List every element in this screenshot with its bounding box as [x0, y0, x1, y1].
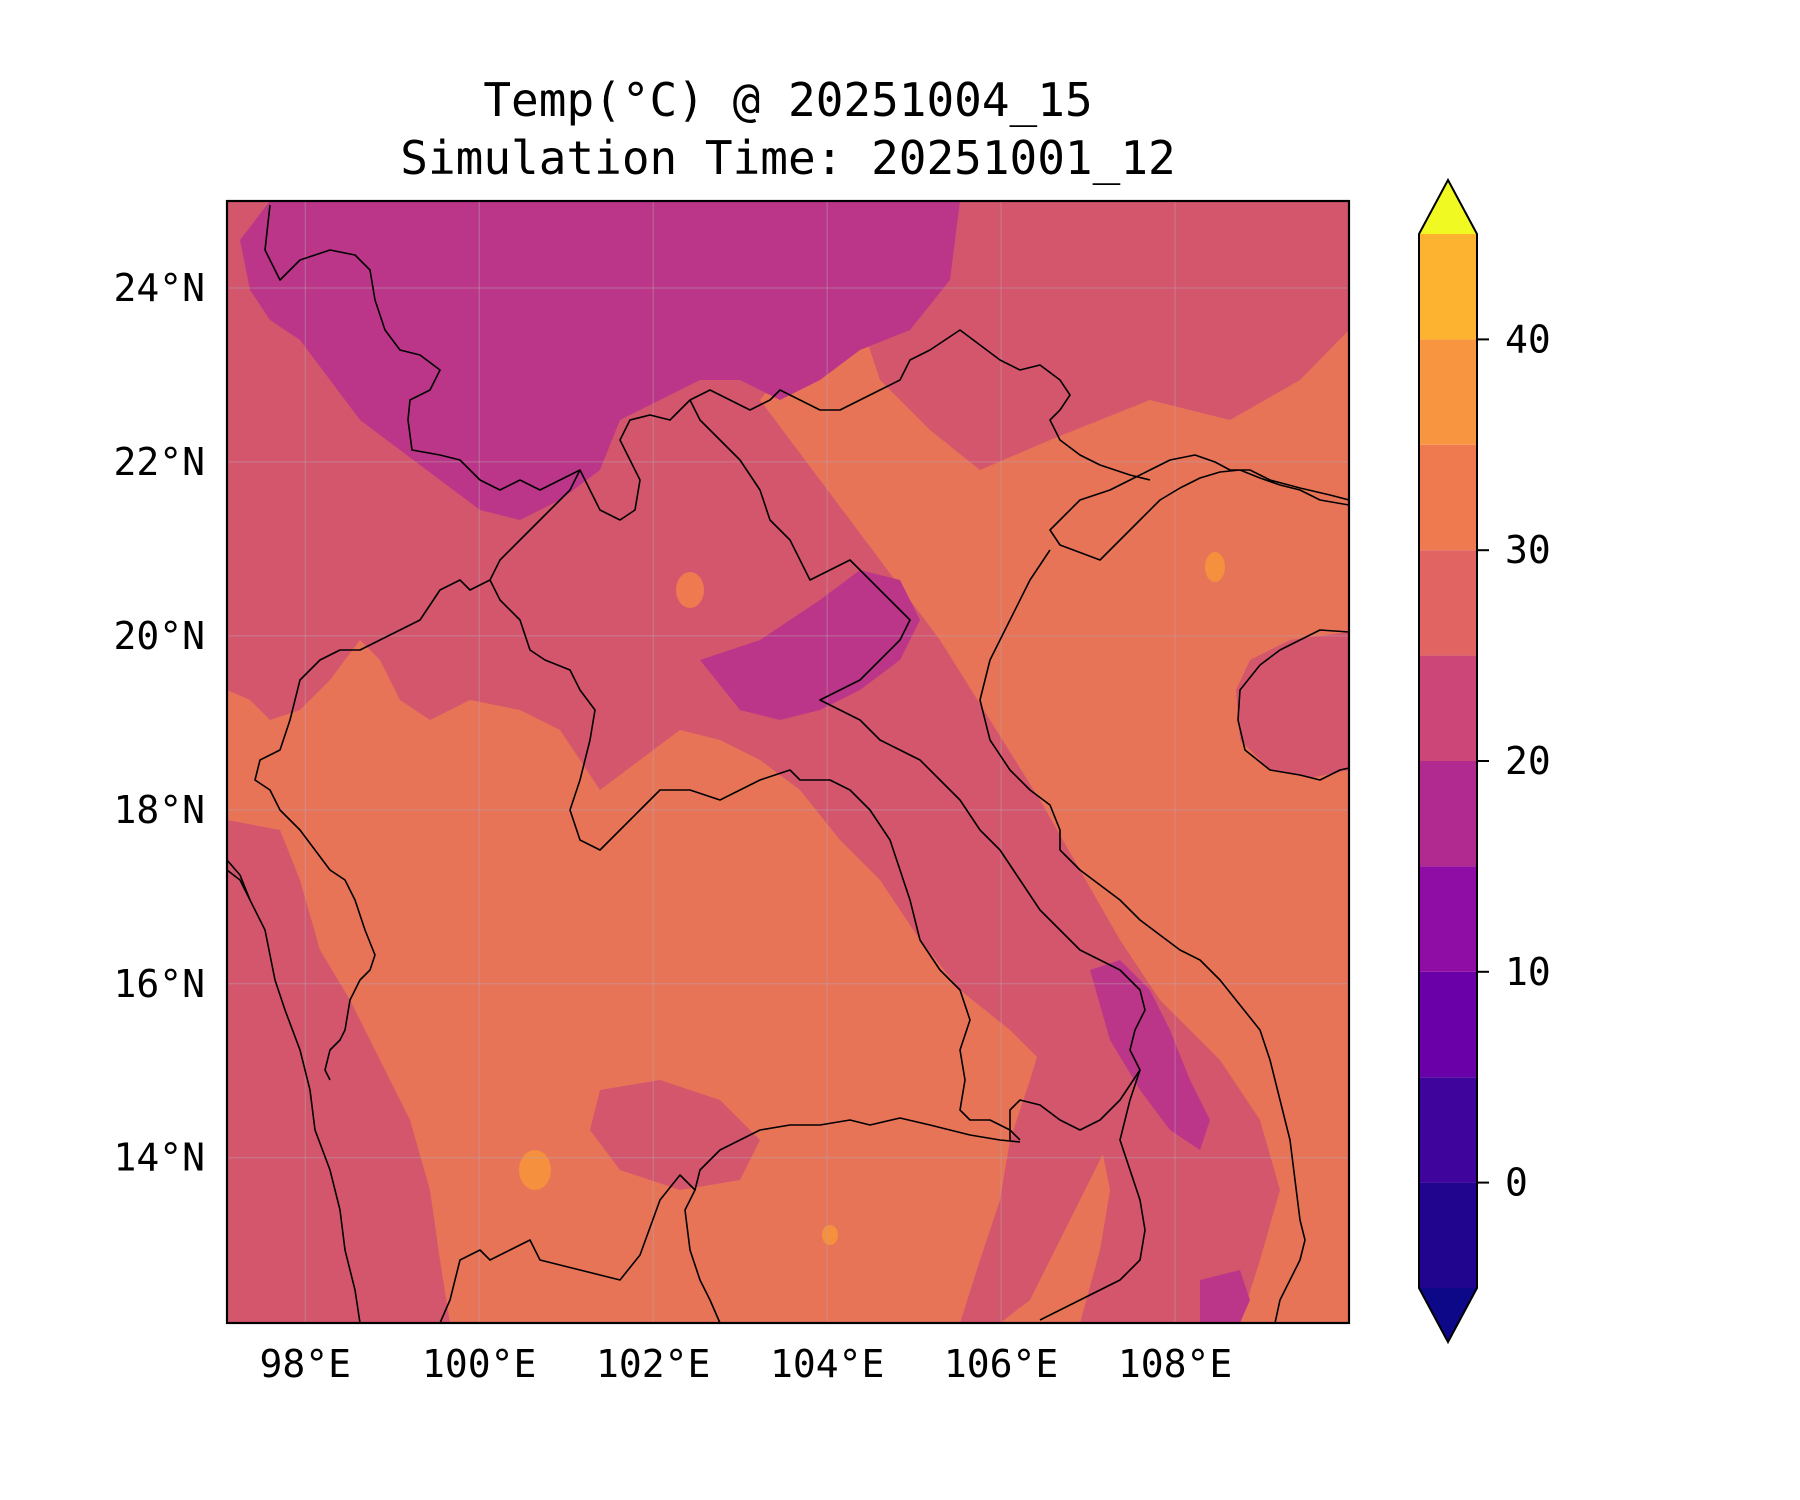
colorbar-segment [1419, 971, 1477, 1078]
colorbar-segment [1419, 444, 1477, 551]
coastline-gulf-of-thailand [439, 1174, 721, 1323]
border-cambodia-thailand [694, 1117, 1021, 1191]
y-tick-label: 14°N [113, 1136, 205, 1180]
temperature-field-hotspot-3 [822, 1225, 838, 1245]
border-cambodia-vietnam [1039, 1069, 1146, 1321]
x-tick-label: 102°E [596, 1342, 710, 1386]
map-panel [227, 201, 1349, 1323]
figure-title-line2: Simulation Time: 20251001_12 [400, 131, 1175, 185]
colorbar-extend-min [1419, 1288, 1477, 1342]
colorbar-segment [1419, 655, 1477, 761]
colorbar-segment [1419, 866, 1477, 972]
colorbar-outline [1418, 177, 1478, 1345]
temperature-field-15-20 [240, 201, 960, 520]
border-myanmar-china [264, 204, 1151, 521]
colorbar-tick-label: 20 [1505, 739, 1551, 783]
border-laos-vietnam [689, 399, 1146, 1140]
colorbar-segment [1419, 234, 1477, 340]
temperature-field-hainan [1236, 632, 1349, 778]
x-tick-label: 98°E [260, 1342, 352, 1386]
coastline-myanmar-west [227, 859, 251, 901]
y-axis-ticks: 24°N 22°N 20°N 18°N 16°N 14°N [113, 266, 205, 1180]
y-tick-label: 20°N [113, 614, 205, 658]
temperature-field-20-25-west [227, 820, 450, 1323]
border-myanmar-laos-thailand [254, 469, 581, 1081]
y-tick-label: 18°N [113, 788, 205, 832]
colorbar-tick-label: 10 [1505, 950, 1551, 994]
map-frame [225, 199, 1351, 1325]
x-tick-label: 108°E [1118, 1342, 1232, 1386]
x-tick-label: 104°E [770, 1342, 884, 1386]
y-tick-label: 16°N [113, 962, 205, 1006]
colorbar-tick-label: 0 [1505, 1161, 1528, 1205]
colorbar-segment [1419, 339, 1477, 445]
coastline-vietnam [979, 549, 1306, 1323]
colorbar-segment [1419, 1182, 1477, 1288]
colorbar-segment [1419, 550, 1477, 656]
x-tick-label: 106°E [944, 1342, 1058, 1386]
y-tick-label: 22°N [113, 440, 205, 484]
coastline-gulf-of-tonkin [1049, 454, 1349, 561]
coastline-andaman-sea [227, 869, 361, 1323]
border-laos-thailand [489, 579, 1021, 1141]
temperature-field-south-patch [590, 1080, 760, 1190]
x-axis-ticks: 98°E 100°E 102°E 104°E 106°E 108°E [260, 1342, 1233, 1386]
temperature-field-20-25-southeast [960, 980, 1130, 1323]
colorbar-segment [1419, 761, 1477, 867]
map-gridlines [227, 201, 1349, 1323]
temperature-field-hotspot-2 [1205, 552, 1225, 582]
colorbar-tick-label: 30 [1505, 528, 1551, 572]
temperature-field-15-20-laos [700, 570, 920, 720]
coastline-hainan [1237, 629, 1349, 781]
temperature-field-15-20-south [1200, 1270, 1250, 1323]
colorbar: 0 10 20 30 40 [1418, 177, 1551, 1345]
temperature-field-hotspot-1 [519, 1150, 551, 1190]
temperature-field-15-20-highlands [1090, 960, 1210, 1150]
x-tick-label: 100°E [422, 1342, 536, 1386]
figure-title-line1: Temp(°C) @ 20251004_15 [483, 73, 1092, 127]
temperature-field-hotspot-4 [676, 572, 704, 608]
colorbar-extend-max [1419, 180, 1477, 234]
y-tick-label: 24°N [113, 266, 205, 310]
colorbar-segment [1419, 1077, 1477, 1183]
colorbar-tick-label: 40 [1505, 317, 1551, 361]
